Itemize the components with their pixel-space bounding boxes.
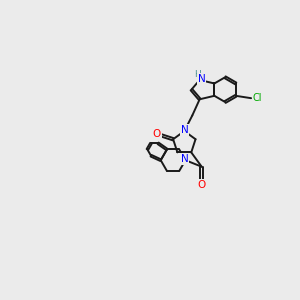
Text: Cl: Cl [253, 93, 262, 103]
Text: O: O [153, 129, 161, 139]
Text: N: N [181, 125, 188, 135]
Text: O: O [197, 180, 206, 190]
Text: N: N [197, 74, 205, 84]
Text: H: H [194, 70, 200, 79]
Text: N: N [181, 154, 188, 164]
